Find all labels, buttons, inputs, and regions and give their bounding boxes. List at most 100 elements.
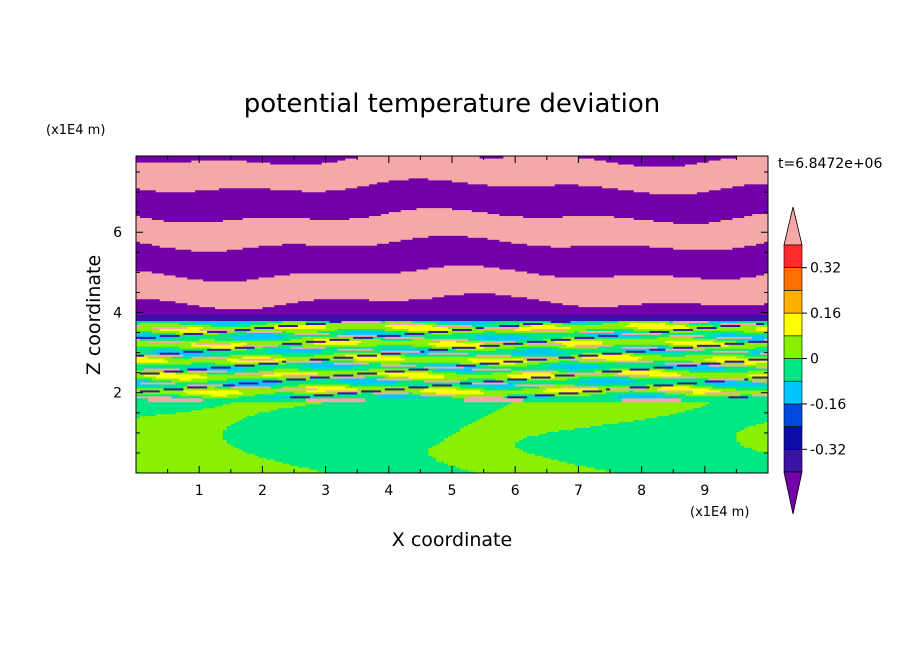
- field-cell: [519, 447, 753, 450]
- field-cell: [479, 389, 544, 393]
- x-tick-label: 2: [258, 483, 267, 499]
- field-cell: [546, 340, 556, 343]
- field-cell: [570, 354, 579, 357]
- field-cell: [309, 395, 315, 399]
- field-cell: [420, 393, 457, 397]
- field-cell: [139, 215, 370, 219]
- field-cell: [732, 217, 768, 220]
- field-cell: [523, 356, 560, 359]
- field-cell: [136, 352, 157, 355]
- field-cell: [692, 336, 718, 339]
- field-cell: [459, 362, 481, 365]
- field-cell: [353, 360, 473, 363]
- field-cell: [669, 344, 694, 347]
- field-cell: [732, 247, 768, 250]
- field-cell: [657, 346, 666, 349]
- field-cell: [487, 237, 768, 240]
- field-cell: [388, 373, 445, 377]
- field-cell: [420, 350, 425, 353]
- field-cell: [455, 387, 485, 391]
- field-cell: [305, 385, 346, 389]
- field-cell: [230, 342, 248, 345]
- field-cell: [136, 439, 228, 442]
- field-cell: [554, 373, 576, 377]
- field-cell: [744, 427, 768, 431]
- field-cell: [424, 332, 433, 335]
- field-cell: [633, 163, 686, 167]
- field-cell: [274, 304, 579, 308]
- field-cell: [424, 350, 445, 353]
- field-cell: [712, 324, 722, 327]
- field-cell: [538, 272, 765, 276]
- field-cell: [720, 389, 768, 393]
- field-cell: [230, 423, 469, 427]
- field-cell: [519, 338, 544, 341]
- field-cell: [416, 268, 516, 272]
- field-cell: [392, 326, 449, 329]
- field-cell: [191, 377, 228, 381]
- field-cell: [159, 245, 260, 248]
- x-tick-label: 3: [321, 483, 330, 499]
- field-cell: [756, 366, 768, 369]
- field-cell: [459, 322, 489, 325]
- field-cell: [305, 377, 311, 381]
- field-cell: [479, 156, 504, 159]
- field-cell: [412, 391, 437, 395]
- field-cell: [740, 324, 768, 327]
- field-cell: [740, 443, 768, 446]
- field-cell: [598, 346, 623, 349]
- field-cell: [274, 358, 287, 361]
- field-cell: [349, 383, 433, 387]
- field-cell: [633, 217, 734, 220]
- field-cell: [388, 211, 489, 215]
- field-cell: [669, 320, 674, 324]
- field-cell: [610, 367, 631, 371]
- field-cell: [712, 385, 768, 389]
- field-cell: [463, 366, 481, 369]
- field-cell: [708, 334, 765, 337]
- field-cell: [499, 266, 768, 270]
- field-cell: [700, 276, 741, 280]
- field-cell: [179, 377, 192, 381]
- field-cell: [136, 358, 165, 361]
- field-cell: [558, 356, 576, 359]
- field-cell: [380, 362, 402, 365]
- field-cell: [143, 367, 181, 371]
- field-cell: [503, 395, 508, 399]
- field-cell: [199, 354, 232, 357]
- field-cell: [515, 445, 745, 448]
- field-cell: [424, 379, 461, 383]
- field-cell: [270, 409, 497, 413]
- field-cell: [495, 320, 552, 324]
- field-cell: [685, 409, 768, 413]
- field-cell: [373, 391, 410, 395]
- field-cell: [657, 387, 710, 391]
- field-cell: [467, 469, 607, 472]
- field-cell: [179, 334, 232, 337]
- field-cell: [380, 389, 421, 393]
- field-cell: [732, 185, 768, 189]
- field-cell: [380, 352, 402, 355]
- field-cell: [594, 157, 722, 161]
- field-cell: [207, 330, 228, 333]
- field-cell: [250, 324, 275, 327]
- field-cell: [756, 346, 768, 349]
- field-cell: [692, 346, 757, 349]
- field-cell: [764, 322, 768, 325]
- field-cell: [136, 346, 181, 349]
- colorbar-box: [783, 267, 803, 291]
- field-cell: [234, 364, 256, 367]
- field-cell: [151, 326, 188, 329]
- field-cell: [685, 354, 745, 357]
- field-cell: [617, 393, 662, 397]
- field-cell: [171, 336, 236, 339]
- time-label: t=6.8472e+06: [778, 156, 882, 172]
- field-cell: [242, 417, 481, 421]
- field-cell: [136, 373, 145, 377]
- field-cell: [136, 195, 768, 199]
- field-cell: [325, 324, 386, 327]
- field-cell: [380, 354, 406, 357]
- field-cell: [475, 369, 512, 373]
- field-cell: [621, 352, 635, 355]
- field-cell: [136, 278, 204, 282]
